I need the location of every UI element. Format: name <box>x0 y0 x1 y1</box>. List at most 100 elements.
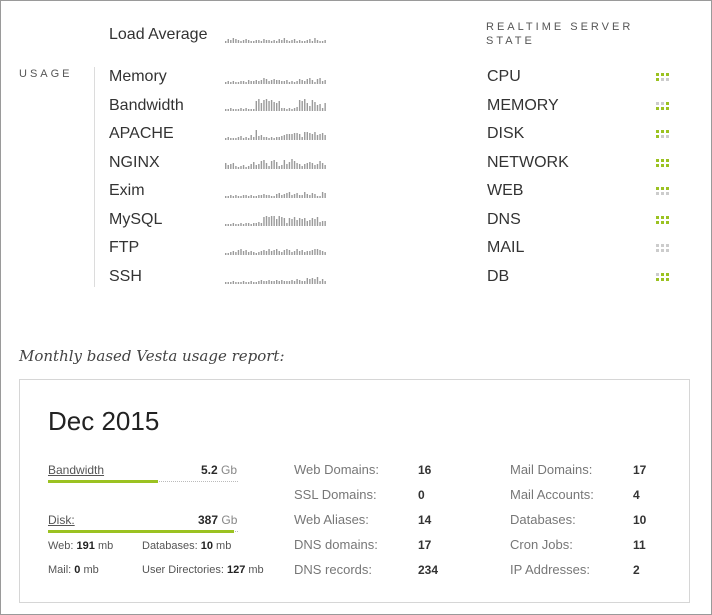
apache-spark-bar <box>247 138 250 140</box>
nginx-spark-bar <box>314 165 316 169</box>
bandwidth-spark-bar <box>258 99 260 111</box>
realtime-item-web[interactable]: WEB <box>487 182 524 199</box>
bandwidth-spark-bar <box>265 99 268 111</box>
exim-spark-bar <box>232 196 235 198</box>
memory-spark-bar <box>324 80 326 84</box>
status-dot <box>656 135 659 138</box>
bandwidth-spark-bar <box>225 109 227 111</box>
ssh-spark-bar <box>258 281 260 284</box>
nginx-spark-bar <box>230 164 232 169</box>
bandwidth-spark-bar <box>293 108 296 111</box>
memory-spark-bar <box>240 81 242 84</box>
usage-row-ssh[interactable]: SSH <box>109 268 142 285</box>
usage-row-exim[interactable]: Exim <box>109 182 145 199</box>
status-dot <box>656 244 659 247</box>
realtime-item-cpu[interactable]: CPU <box>487 68 521 85</box>
memory-spark-bar <box>309 78 311 84</box>
disk-web-unit: mb <box>97 540 114 552</box>
ssh-spark-bar <box>309 279 311 284</box>
exim-spark-bar <box>301 195 303 198</box>
memory-sparkline <box>225 78 326 84</box>
disk-value-group: 387 Gb <box>198 513 237 527</box>
realtime-item-db[interactable]: DB <box>487 268 510 285</box>
apache-spark-bar <box>293 133 296 140</box>
usage-row-ftp[interactable]: FTP <box>109 239 140 256</box>
status-dot <box>666 278 669 281</box>
apache-spark-bar <box>306 132 308 140</box>
memory-spark-bar <box>237 82 240 84</box>
ftp-spark-bar <box>316 249 319 255</box>
apache-spark-bar <box>301 137 303 140</box>
realtime-item-disk[interactable]: DISK <box>487 125 525 142</box>
mysql-spark-bar <box>227 224 229 226</box>
ftp-spark-bar <box>237 250 240 255</box>
bandwidth-spark-bar <box>253 109 255 111</box>
exim-spark-bar <box>311 193 314 198</box>
memory-spark-bar <box>230 82 232 84</box>
exim-spark-bar <box>281 195 283 198</box>
apache-spark-bar <box>263 137 265 140</box>
exim-spark-bar <box>235 195 237 198</box>
stat-ip-addresses-value: 2 <box>633 563 640 577</box>
exim-spark-bar <box>283 194 286 198</box>
bandwidth-spark-bar <box>245 108 247 111</box>
stat-dns-records-value: 234 <box>418 563 439 577</box>
ftp-spark-bar <box>278 251 280 255</box>
memory-spark-bar <box>283 81 286 84</box>
exim-spark-bar <box>225 196 227 198</box>
realtime-item-memory[interactable]: MEMORY <box>487 97 559 114</box>
exim-spark-bar <box>288 192 291 198</box>
bandwidth-spark-bar <box>311 100 314 111</box>
stat-mail-domains-label: Mail Domains: <box>510 462 593 477</box>
usage-row-bandwidth[interactable]: Bandwidth <box>109 97 184 114</box>
exim-sparkline <box>225 192 326 198</box>
exim-spark-bar <box>314 194 316 198</box>
ssh-spark-bar <box>288 281 291 284</box>
exim-spark-bar <box>270 196 273 198</box>
report-panel <box>19 379 690 603</box>
bandwidth-value: 5.2 <box>201 463 218 477</box>
usage-row-mysql[interactable]: MySQL <box>109 211 163 228</box>
mysql-spark-bar <box>232 223 235 226</box>
usage-row-apache[interactable]: APACHE <box>109 125 174 142</box>
ftp-spark-bar <box>291 252 293 255</box>
memory-spark-bar <box>273 79 275 84</box>
stat-ip-addresses-label: IP Addresses: <box>510 562 590 577</box>
status-dot <box>661 159 664 162</box>
memory-spark-bar <box>311 80 314 84</box>
ssh-spark-bar <box>278 281 280 284</box>
load-average-spark-bar <box>247 40 250 43</box>
apache-sparkline <box>225 130 326 140</box>
mysql-spark-bar <box>314 219 316 226</box>
ssh-spark-bar <box>296 279 298 284</box>
load-average-spark-bar <box>237 40 240 43</box>
mysql-sparkline <box>225 216 326 226</box>
stat-web-domains-label: Web Domains: <box>294 462 380 477</box>
exim-spark-bar <box>268 195 270 198</box>
apache-spark-bar <box>227 137 229 140</box>
realtime-item-network[interactable]: NETWORK <box>487 154 569 171</box>
ftp-spark-bar <box>255 253 257 255</box>
load-average-spark-bar <box>258 40 260 43</box>
load-average-spark-bar <box>311 41 314 43</box>
mail-status-icon <box>656 244 670 254</box>
disk-value: 387 <box>198 513 219 527</box>
mysql-spark-bar <box>278 216 280 226</box>
exim-spark-bar <box>316 196 319 198</box>
usage-row-nginx[interactable]: NGINX <box>109 154 160 171</box>
ssh-spark-bar <box>281 280 283 284</box>
bandwidth-spark-bar <box>227 109 229 111</box>
status-dot <box>661 107 664 110</box>
stat-cron-jobs-value: 11 <box>633 538 646 552</box>
usage-row-memory[interactable]: Memory <box>109 68 167 85</box>
ftp-spark-bar <box>250 251 252 255</box>
bandwidth-bar-track <box>48 480 238 483</box>
realtime-item-mail[interactable]: MAIL <box>487 239 525 256</box>
ftp-spark-bar <box>232 251 235 255</box>
status-dot <box>661 273 664 276</box>
load-average-spark-bar <box>296 41 298 43</box>
realtime-item-dns[interactable]: DNS <box>487 211 521 228</box>
bandwidth-spark-bar <box>255 101 257 111</box>
disk-db-unit: mb <box>216 540 232 552</box>
memory-spark-bar <box>314 82 316 84</box>
